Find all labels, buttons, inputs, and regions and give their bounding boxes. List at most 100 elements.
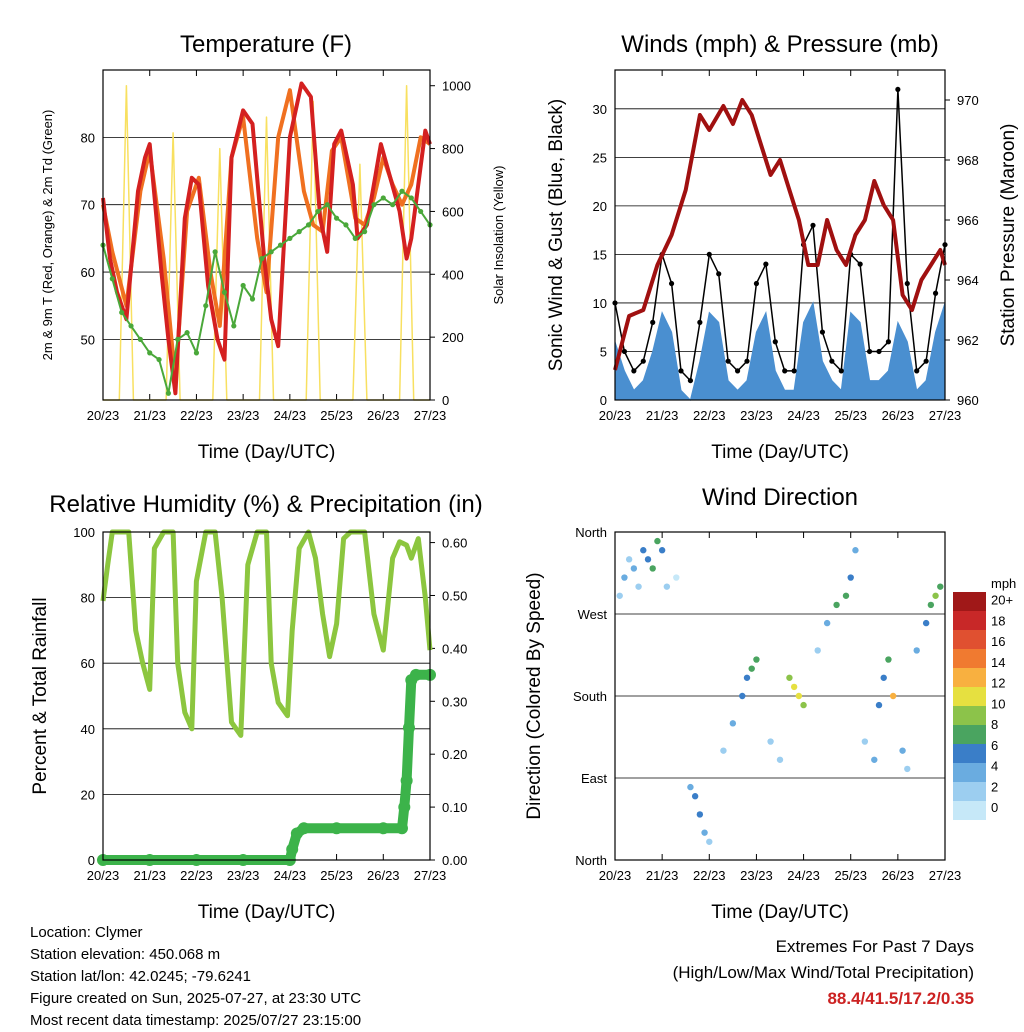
chart-title: Wind Direction <box>702 484 858 511</box>
precip-point <box>409 668 422 681</box>
wind-direction-point <box>720 747 727 754</box>
wind-area <box>614 301 946 401</box>
legend-label: 14 <box>991 655 1005 670</box>
legend-swatch <box>953 630 986 649</box>
y-axis-label-right: Station Pressure (Maroon) <box>998 124 1019 347</box>
legend-label: 20+ <box>991 593 1013 608</box>
y-tick-label: 50 <box>81 332 95 347</box>
wind-direction-point <box>842 592 850 599</box>
y-axis-label: Sonic Wind & Gust (Blue, Black) <box>546 99 567 371</box>
legend-title: mph <box>991 576 1016 591</box>
y-tick-label: 60 <box>81 265 95 280</box>
y-tick-label: North <box>575 525 607 540</box>
chart-title: Relative Humidity (%) & Precipitation (i… <box>49 491 482 518</box>
y-axis-label: Direction (Colored By Speed) <box>524 572 545 819</box>
legend-label: 4 <box>991 759 998 774</box>
wind-direction-point <box>823 619 831 627</box>
y-tick-label: 70 <box>81 198 95 213</box>
y-tick-label: 0 <box>600 393 607 408</box>
wind-direction-point <box>790 683 798 691</box>
x-tick-label: 20/23 <box>599 868 632 883</box>
created-text: Figure created on Sun, 2025-07-27, at 23… <box>30 990 362 1007</box>
legend-swatch <box>953 611 986 630</box>
y-tick-label: 40 <box>81 722 95 737</box>
x-tick-label: 20/23 <box>87 408 120 423</box>
wind-direction-point <box>649 565 656 572</box>
y-right-tick-label: 0.20 <box>442 747 467 762</box>
y-right-tick-label: 962 <box>957 333 979 348</box>
y-tick-label: 60 <box>81 656 95 671</box>
precip-point <box>330 822 343 835</box>
legend-label: 2 <box>991 779 998 794</box>
y-tick-label: 20 <box>81 787 95 802</box>
x-tick-label: 27/23 <box>414 408 447 423</box>
legend-swatch <box>953 782 986 801</box>
x-tick-label: 23/23 <box>740 408 773 423</box>
x-tick-label: 20/23 <box>87 868 120 883</box>
x-tick-label: 24/23 <box>274 408 307 423</box>
y-right-tick-label: 960 <box>957 393 979 408</box>
x-tick-label: 21/23 <box>646 868 679 883</box>
legend-label: 0 <box>991 800 998 815</box>
wind-direction-point <box>640 547 647 554</box>
extremes-box: Extremes For Past 7 Days (High/Low/Max W… <box>673 934 974 1012</box>
extremes-title: Extremes For Past 7 Days <box>775 937 974 956</box>
legend-label: 12 <box>991 676 1005 691</box>
wind-direction-point <box>739 692 746 700</box>
wind-direction-point <box>658 547 666 554</box>
legend-label: 8 <box>991 717 998 732</box>
x-tick-label: 25/23 <box>834 408 867 423</box>
wind-direction-point <box>625 556 633 563</box>
wind-direction-point <box>880 674 887 681</box>
x-tick-label: 26/23 <box>367 408 400 423</box>
x-tick-label: 22/23 <box>693 408 726 423</box>
x-tick-label: 26/23 <box>882 408 915 423</box>
wind-direction-point <box>691 793 699 800</box>
precip-point <box>400 774 413 787</box>
x-tick-label: 23/23 <box>227 408 260 423</box>
x-axis-label: Time (Day/UTC) <box>711 902 849 923</box>
wind-direction-point <box>937 583 944 590</box>
x-tick-label: 25/23 <box>320 408 353 423</box>
y-tick-label: 30 <box>593 102 607 117</box>
precip-point <box>398 801 411 814</box>
y-tick-label: 20 <box>593 199 607 214</box>
legend-label: 16 <box>991 634 1005 649</box>
wind-direction-point <box>861 738 869 745</box>
location-text: Location: Clymer <box>30 924 143 941</box>
x-tick-label: 24/23 <box>274 868 307 883</box>
x-tick-label: 22/23 <box>180 868 213 883</box>
x-axis-label: Time (Day/UTC) <box>711 442 849 463</box>
rh-line <box>100 529 433 738</box>
y-right-tick-label: 0.40 <box>442 641 467 656</box>
precip-point <box>286 843 299 856</box>
x-tick-label: 26/23 <box>367 868 400 883</box>
wind-direction-point <box>635 583 642 590</box>
y-axis-label: Percent & Total Rainfall <box>30 597 51 794</box>
x-tick-label: 23/23 <box>740 868 773 883</box>
wind-direction-point <box>630 565 638 572</box>
legend-swatch <box>953 668 986 687</box>
y-right-tick-label: 0.10 <box>442 800 467 815</box>
y-tick-label: West <box>578 607 608 622</box>
wind-direction-point <box>922 619 930 627</box>
y-right-tick-label: 0.50 <box>442 588 467 603</box>
latlon-text: Station lat/lon: 42.0245; -79.6241 <box>30 968 252 985</box>
wind-direction-point <box>644 556 652 563</box>
y-right-tick-label: 800 <box>442 142 464 157</box>
legend-swatch <box>953 649 986 668</box>
y-right-tick-label: 970 <box>957 93 979 108</box>
x-tick-label: 21/23 <box>133 408 166 423</box>
y-axis-label-right: Solar Insolation (Yellow) <box>491 166 506 305</box>
legend-swatch <box>953 706 986 725</box>
wind-direction-point <box>904 765 911 773</box>
dewpoint-line <box>102 190 431 395</box>
legend-swatch <box>953 801 986 820</box>
plot-frame <box>102 69 431 401</box>
x-tick-label: 26/23 <box>882 868 915 883</box>
wind-direction-point <box>673 574 680 581</box>
wind-direction-point <box>927 601 935 609</box>
y-tick-label: East <box>581 771 607 786</box>
y-right-tick-label: 964 <box>957 273 979 288</box>
wind-direction-point <box>871 756 878 763</box>
